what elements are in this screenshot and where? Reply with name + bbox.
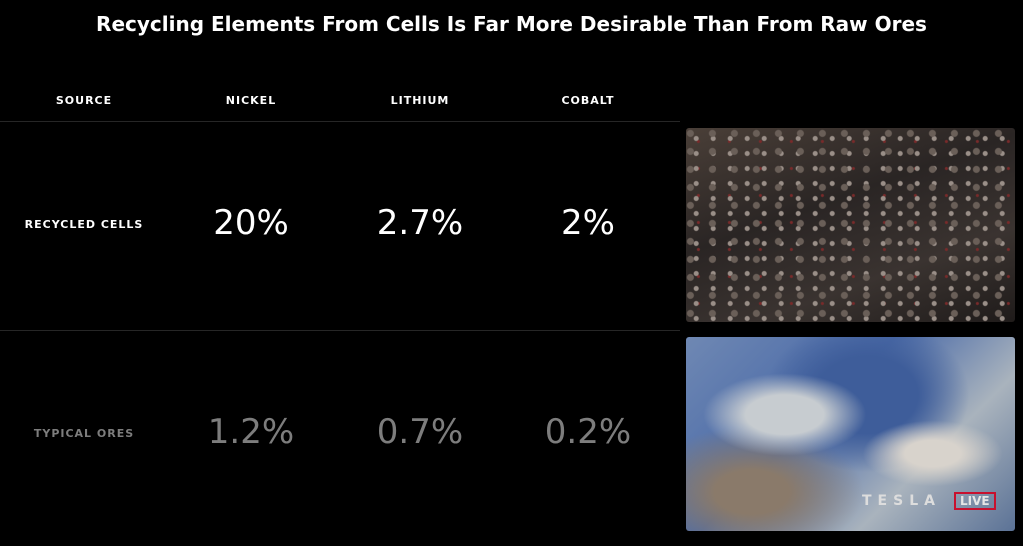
column-header: SOURCE — [55, 94, 113, 107]
cell-value: 20% — [213, 203, 289, 243]
title: Recycling Elements From Cells Is Far Mor… — [96, 12, 927, 36]
column-header: NICKEL — [225, 94, 277, 107]
column-header: COBALT — [561, 94, 615, 107]
cell-value: 0.2% — [544, 412, 632, 452]
column-header: LITHIUM — [390, 94, 450, 107]
cell-value: 2.7% — [376, 203, 464, 243]
row-label: RECYCLED CELLS — [24, 218, 144, 231]
photo-ore — [686, 337, 1015, 531]
cell-value: 1.2% — [207, 412, 295, 452]
watermark-badge: LIVE — [954, 492, 996, 510]
row-label: TYPICAL ORES — [33, 427, 135, 440]
cell-value: 0.7% — [376, 412, 464, 452]
watermark-brand: TESLA — [862, 493, 941, 509]
divider — [0, 121, 680, 122]
divider — [0, 330, 680, 331]
photo-shredded-cells — [686, 128, 1015, 322]
cell-value: 2% — [561, 203, 615, 243]
